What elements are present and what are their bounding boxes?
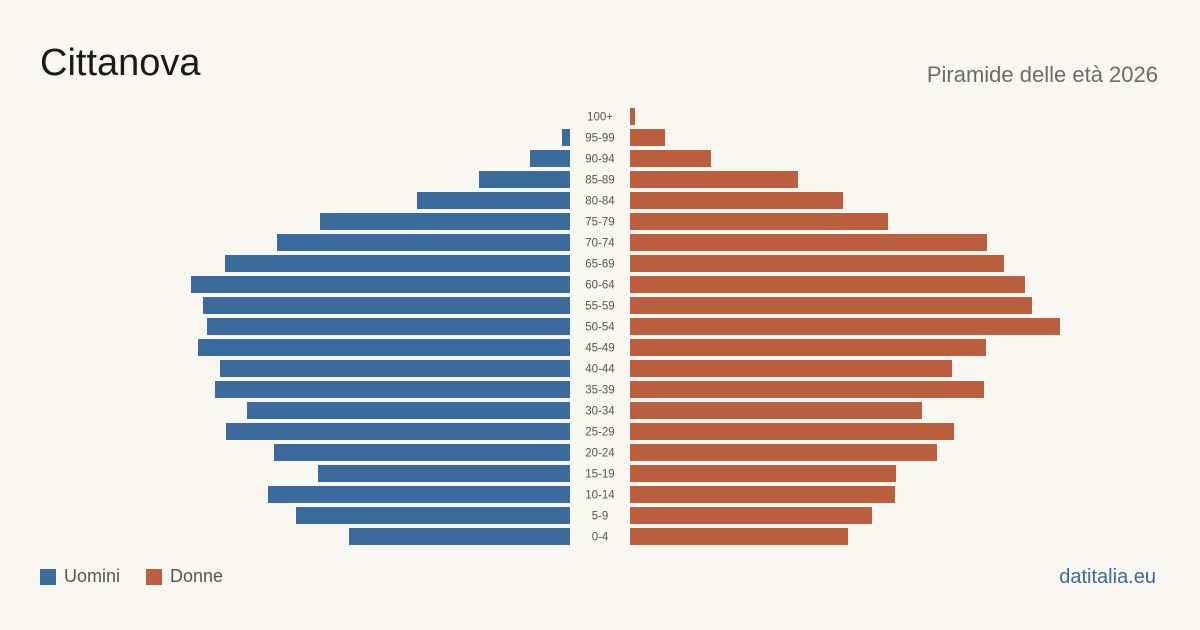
- age-label-65-69: 65-69: [585, 259, 614, 271]
- legend-swatch-men: [40, 568, 56, 585]
- legend-label-women: Donne: [170, 566, 224, 586]
- bar-men-95-99: [562, 129, 570, 146]
- site-link[interactable]: datitalia.eu: [1059, 566, 1156, 588]
- age-label-35-39: 35-39: [585, 385, 614, 397]
- age-label-50-54: 50-54: [585, 322, 615, 334]
- bar-men-40-44: [220, 360, 570, 377]
- bar-women-5-9: [630, 507, 872, 524]
- chart-title: Cittanova: [40, 42, 201, 84]
- age-label-40-44: 40-44: [585, 364, 615, 376]
- bar-women-100+: [630, 108, 635, 125]
- bar-women-25-29: [630, 423, 954, 440]
- bar-men-50-54: [207, 318, 570, 335]
- bar-men-55-59: [203, 297, 570, 314]
- bar-women-45-49: [630, 339, 986, 356]
- age-label-85-89: 85-89: [585, 175, 614, 187]
- bar-women-50-54: [630, 318, 1060, 335]
- bar-men-75-79: [320, 213, 570, 230]
- bar-women-90-94: [630, 150, 711, 167]
- bar-women-40-44: [630, 360, 952, 377]
- legend-item-women: Donne: [146, 566, 223, 587]
- bar-men-20-24: [274, 444, 570, 461]
- legend-swatch-women: [146, 568, 163, 585]
- age-label-30-34: 30-34: [585, 406, 615, 418]
- bar-women-80-84: [630, 192, 843, 209]
- age-label-90-94: 90-94: [585, 154, 615, 166]
- age-label-25-29: 25-29: [585, 427, 614, 439]
- age-label-70-74: 70-74: [585, 238, 615, 250]
- bar-men-10-14: [268, 486, 570, 503]
- age-label-20-24: 20-24: [585, 448, 615, 460]
- age-label-100+: 100+: [587, 112, 613, 124]
- legend: Uomini Donne: [40, 566, 249, 587]
- age-label-55-59: 55-59: [585, 301, 614, 313]
- bar-women-30-34: [630, 402, 922, 419]
- age-label-75-79: 75-79: [585, 217, 614, 229]
- bar-women-85-89: [630, 171, 798, 188]
- bar-men-30-34: [247, 402, 570, 419]
- bar-women-10-14: [630, 486, 895, 503]
- bar-women-75-79: [630, 213, 888, 230]
- bar-men-0-4: [349, 528, 570, 545]
- bar-men-45-49: [198, 339, 570, 356]
- age-label-45-49: 45-49: [585, 343, 614, 355]
- age-label-95-99: 95-99: [585, 133, 614, 145]
- bar-women-55-59: [630, 297, 1032, 314]
- age-label-15-19: 15-19: [585, 469, 614, 481]
- bar-men-70-74: [277, 234, 570, 251]
- bar-men-60-64: [191, 276, 570, 293]
- chart-subtitle: Piramide delle età 2026: [926, 62, 1158, 87]
- bar-men-90-94: [530, 150, 570, 167]
- bar-men-85-89: [479, 171, 570, 188]
- age-label-10-14: 10-14: [585, 490, 615, 502]
- age-label-80-84: 80-84: [585, 196, 615, 208]
- legend-label-men: Uomini: [64, 566, 121, 586]
- bar-women-60-64: [630, 276, 1025, 293]
- bar-men-80-84: [417, 192, 570, 209]
- bar-women-70-74: [630, 234, 987, 251]
- bar-women-35-39: [630, 381, 984, 398]
- bar-men-15-19: [318, 465, 570, 482]
- bar-women-65-69: [630, 255, 1004, 272]
- bar-women-0-4: [630, 528, 848, 545]
- legend-item-men: Uomini: [40, 566, 120, 587]
- bar-women-95-99: [630, 129, 665, 146]
- bar-women-20-24: [630, 444, 937, 461]
- bar-men-65-69: [225, 255, 570, 272]
- bar-men-5-9: [296, 507, 570, 524]
- age-label-0-4: 0-4: [592, 532, 609, 544]
- bar-women-15-19: [630, 465, 896, 482]
- age-label-5-9: 5-9: [592, 511, 609, 523]
- bar-men-35-39: [215, 381, 570, 398]
- age-label-60-64: 60-64: [585, 280, 615, 292]
- bar-men-25-29: [226, 423, 570, 440]
